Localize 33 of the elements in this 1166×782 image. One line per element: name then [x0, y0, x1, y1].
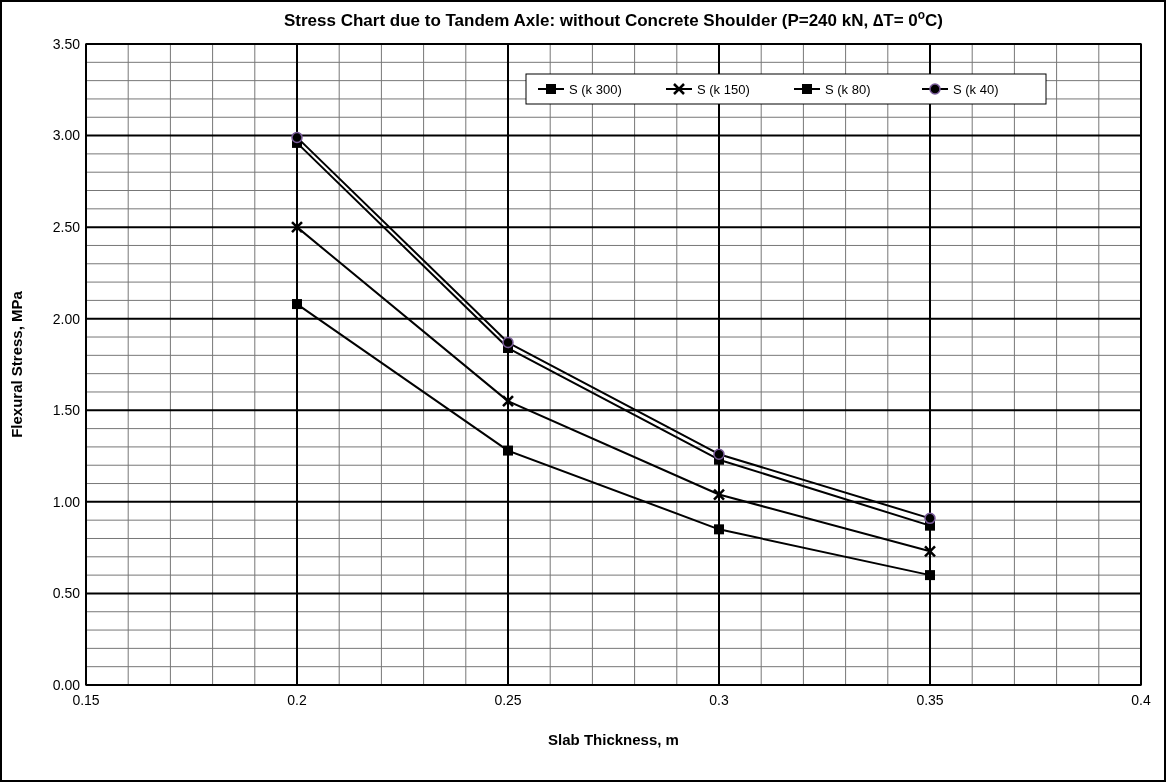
y-tick-label: 0.00 [52, 676, 81, 693]
point [292, 299, 302, 310]
legend-label: S (k 40) [953, 81, 999, 97]
x-tick-label: 0.4 [1131, 692, 1151, 708]
point [291, 131, 303, 144]
point [290, 220, 304, 234]
point [925, 570, 935, 581]
y-tick-label: 3.50 [52, 35, 81, 52]
y-tick-label: 1.00 [52, 493, 81, 510]
x-tick-label: 0.25 [494, 692, 522, 708]
y-tick-label: 2.50 [52, 219, 81, 236]
y-tick-label: 3.00 [52, 127, 81, 144]
x-axis-title: Slab Thickness, m [548, 731, 679, 748]
x-tick-label: 0.15 [72, 692, 100, 708]
point [501, 394, 515, 408]
point [502, 336, 514, 349]
x-tick-label: 0.3 [709, 692, 729, 708]
point [923, 545, 937, 558]
point [924, 512, 936, 525]
point [713, 448, 725, 460]
x-tick-label: 0.2 [287, 692, 307, 708]
legend-label: S (k 80) [825, 81, 871, 97]
y-tick-label: 2.00 [52, 310, 81, 327]
x-tick-label: 0.35 [916, 692, 944, 708]
point [712, 488, 726, 501]
legend-label: S (k 300) [569, 81, 622, 97]
y-tick-label: 1.50 [52, 402, 81, 419]
chart-title: Stress Chart due to Tandem Axle: without Concrete Shoulder (P=240 kN, ∆T= 0$^{o}$C) [283, 8, 944, 30]
point [714, 524, 724, 535]
y-tick-label: 0.50 [52, 585, 81, 602]
legend-label: S (k 150) [697, 81, 750, 97]
point [503, 445, 513, 456]
y-axis-title: Flexural Stress, MPa [8, 290, 25, 438]
